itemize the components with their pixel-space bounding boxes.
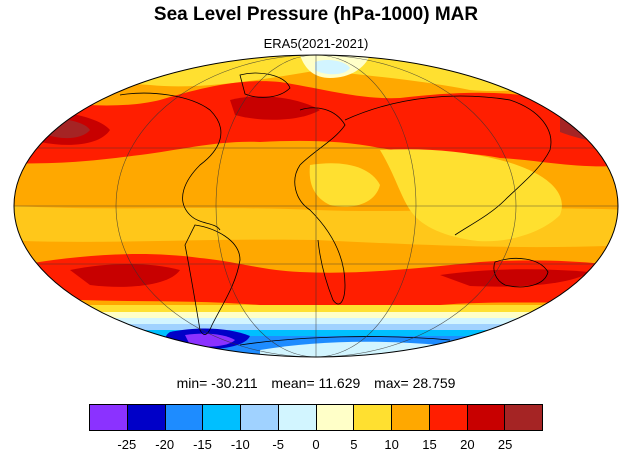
graticule (14, 55, 618, 357)
colorbar-tick-label: 15 (422, 437, 437, 452)
south-red-band (20, 254, 618, 310)
colorbar-box (392, 405, 430, 430)
colorbar-tick-label: 20 (460, 437, 475, 452)
colorbar-tick-label: -25 (117, 437, 137, 452)
world-map (13, 54, 619, 358)
north-darkred-patch-atlantic (230, 96, 320, 120)
sahara-yellow-region (309, 163, 380, 207)
plot-subtitle: ERA5(2021-2021) (263, 36, 369, 51)
stat-max: max= 28.759 (374, 375, 456, 391)
colorbar-box (278, 405, 317, 430)
colorbar-box (505, 405, 542, 430)
europe-africa-coast (294, 107, 346, 305)
colorbar-box (165, 405, 204, 430)
colorbar-tick-label: -15 (193, 437, 212, 452)
australia-coast (493, 257, 549, 288)
colorbar-tick-label: 5 (350, 437, 358, 452)
greenland-coast (239, 72, 291, 98)
colorbar-box (354, 405, 392, 430)
colorbar-box (429, 405, 468, 430)
colorbar-tick-label: -10 (230, 437, 250, 452)
colorbar-tick-label: -20 (155, 437, 175, 452)
colorbar-box (203, 405, 241, 430)
colorbar-tick-label: 10 (384, 437, 399, 452)
colorbar-ticks: -25 -20 -15 -10 -5 0 5 10 15 20 25 (89, 437, 543, 453)
colorbar-box (241, 405, 279, 430)
map-outline (13, 54, 619, 358)
colorbar-box (127, 405, 166, 430)
antarctic-low-core (185, 333, 235, 347)
coastlines (119, 72, 552, 346)
south-america-coast (184, 224, 241, 335)
colorbar-box (316, 405, 355, 430)
colorbar-tick-label: 25 (497, 437, 513, 452)
north-america-coast (119, 92, 222, 231)
colorbar-box (467, 405, 506, 430)
stat-mean: mean= 11.629 (271, 375, 361, 391)
colorbar (89, 404, 543, 431)
stat-min: min= -30.211 (176, 375, 258, 391)
stats-line: min= -30.211 mean= 11.629 max= 28.759 (0, 375, 632, 391)
south-darkred-patch-2 (440, 269, 590, 287)
colorbar-box (90, 405, 128, 430)
asia-coast (344, 95, 552, 236)
plot-title: Sea Level Pressure (hPa-1000) MAR (153, 4, 479, 25)
antarctica-coast (239, 336, 451, 346)
colorbar-tick-label: 0 (312, 437, 320, 452)
colorbar-tick-label: -5 (272, 437, 284, 452)
south-darkred-patch (70, 264, 180, 287)
arctic-pale-patch (315, 60, 350, 75)
